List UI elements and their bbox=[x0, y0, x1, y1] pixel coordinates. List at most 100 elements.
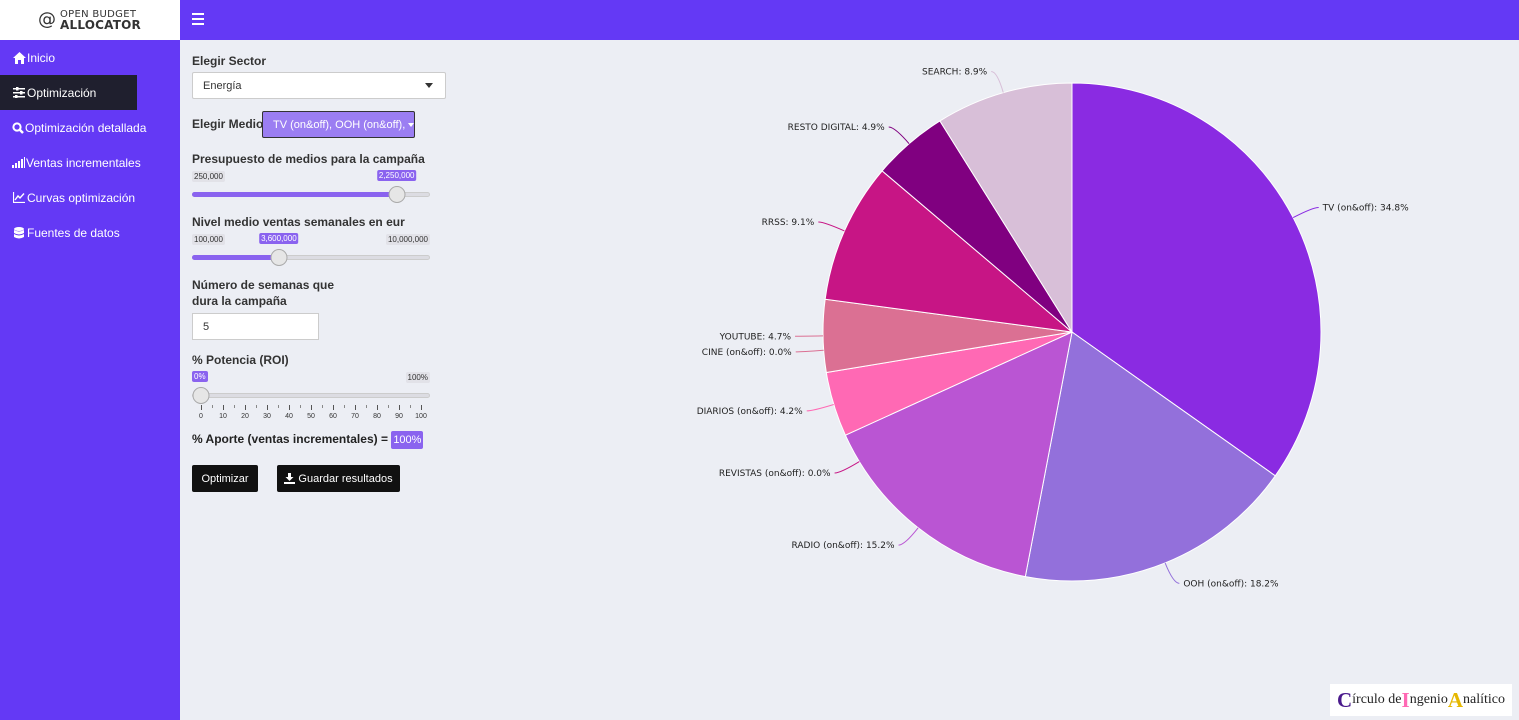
line-chart-icon bbox=[12, 191, 26, 205]
slider-tick bbox=[201, 405, 202, 410]
sidebar-item-label: Curvas optimización bbox=[27, 190, 136, 205]
slider-tick-label: 20 bbox=[241, 413, 249, 420]
potencia-slider[interactable]: 0% 100% 0 10 20 30 40 50 60 70 80 90 100 bbox=[192, 371, 430, 420]
sidebar-item-ventas-incrementales[interactable]: Ventas incrementales bbox=[0, 145, 141, 180]
aporte-row: % Aporte (ventas incrementales) = 100% bbox=[192, 431, 424, 449]
slider-tick bbox=[377, 405, 378, 410]
logo-line2: ALLOCATOR bbox=[60, 18, 141, 32]
slider-tick bbox=[333, 405, 334, 410]
home-icon bbox=[12, 51, 26, 65]
slider-value-label: 3,600,000 bbox=[259, 233, 299, 244]
sector-select[interactable]: Energía bbox=[192, 72, 446, 99]
pie-label-connector bbox=[834, 461, 860, 474]
slider-tick bbox=[289, 405, 290, 410]
save-label: Guardar resultados bbox=[298, 472, 393, 485]
slider-tick bbox=[355, 405, 356, 410]
logo-text: OPEN BUDGET ALLOCATOR bbox=[60, 9, 141, 32]
pie-label-connector bbox=[806, 403, 834, 412]
pie-slice-tv-on-off[interactable] bbox=[1071, 82, 1322, 477]
pie-slice-label: DIARIOS (on&off): 4.2% bbox=[697, 407, 803, 417]
slider-tick-label: 10 bbox=[219, 413, 227, 420]
budget-slider[interactable]: 250,000 2,250,000 bbox=[192, 170, 430, 211]
allocation-pie-chart: TV (on&off): 34.8% OOH (on&off): 18.2% RAD… bbox=[697, 68, 1409, 590]
chevron-down-icon bbox=[408, 123, 414, 128]
pie-slice-radio-on-off[interactable] bbox=[844, 331, 1073, 578]
download-icon bbox=[284, 473, 296, 484]
ventas-label: Nivel medio ventas semanales en eur bbox=[192, 215, 405, 229]
optimize-label: Optimizar bbox=[201, 472, 249, 485]
pie-slice-label: RESTO DIGITAL: 4.9% bbox=[788, 123, 885, 133]
sidebar-item-inicio[interactable]: Inicio bbox=[0, 40, 137, 75]
pie-slice-label: CINE (on&off): 0.0% bbox=[702, 348, 792, 358]
pie-slice-label: REVISTAS (on&off): 0.0% bbox=[719, 469, 831, 479]
slider-max-label: 100% bbox=[405, 372, 430, 383]
pie-label-connector bbox=[795, 349, 824, 353]
slider-min-label: 100,000 bbox=[192, 234, 225, 245]
pie-slice-label: YOUTUBE: 4.7% bbox=[719, 332, 792, 342]
potencia-label: % Potencia (ROI) bbox=[192, 353, 289, 367]
sidebar-item-label: Ventas incrementales bbox=[26, 155, 141, 170]
slider-tick bbox=[311, 405, 312, 410]
budget-label: Presupuesto de medios para la campaña bbox=[192, 152, 425, 166]
chevron-down-icon bbox=[425, 83, 433, 88]
slider-tick-label: 70 bbox=[351, 413, 359, 420]
slider-handle[interactable] bbox=[192, 387, 210, 404]
slider-handle[interactable] bbox=[270, 249, 288, 266]
slider-tick-label: 80 bbox=[373, 413, 381, 420]
semanas-input[interactable]: 5 bbox=[192, 313, 319, 340]
sidebar-item-curvas-optimizacion[interactable]: Curvas optimización bbox=[0, 180, 137, 215]
ventas-slider[interactable]: 100,000 10,000,000 3,600,000 bbox=[192, 233, 430, 274]
optimize-button[interactable]: Optimizar bbox=[192, 465, 258, 492]
slider-tick-label: 30 bbox=[263, 413, 271, 420]
aporte-label: % Aporte (ventas incrementales) = bbox=[192, 432, 388, 446]
medios-value: TV (on&off), OOH (on&off), bbox=[273, 119, 406, 131]
medios-multiselect[interactable]: TV (on&off), OOH (on&off), bbox=[262, 111, 415, 138]
sliders-icon bbox=[12, 86, 26, 100]
sidebar-item-label: Inicio bbox=[27, 50, 56, 65]
slider-tick bbox=[344, 405, 345, 408]
pie-label-connector bbox=[898, 527, 919, 546]
sidebar-item-label: Fuentes de datos bbox=[27, 225, 120, 240]
sidebar-item-optimizacion-detallada[interactable]: Optimización detallada bbox=[0, 110, 146, 145]
pie-label-connector bbox=[888, 126, 910, 145]
semanas-label-line1: Número de semanas que bbox=[192, 278, 335, 292]
slider-tick-label: 0 bbox=[199, 413, 203, 420]
slider-fill bbox=[192, 255, 279, 260]
app-logo[interactable]: @ OPEN BUDGET ALLOCATOR bbox=[0, 0, 180, 40]
slider-tick bbox=[388, 405, 389, 408]
slider-tick bbox=[234, 405, 235, 408]
credit-text-2: ngenio bbox=[1409, 692, 1448, 707]
slider-tick-label: 90 bbox=[395, 413, 403, 420]
logo-line1: OPEN BUDGET bbox=[60, 9, 137, 20]
pie-label-connector bbox=[991, 71, 1004, 93]
pie-label-connector bbox=[1292, 206, 1319, 219]
slider-tick-label: 100 bbox=[415, 413, 427, 420]
slider-tick-label: 60 bbox=[329, 413, 337, 420]
slider-value-label: 2,250,000 bbox=[376, 170, 417, 181]
sidebar-item-label: Optimización detallada bbox=[25, 120, 147, 135]
aporte-value-badge: 100% bbox=[391, 431, 424, 449]
save-results-button[interactable]: Guardar resultados bbox=[277, 465, 400, 492]
pie-slice-search[interactable] bbox=[939, 82, 1073, 334]
slider-max-label: 10,000,000 bbox=[385, 234, 430, 245]
credit-cap-c: C bbox=[1336, 687, 1353, 712]
slider-tick bbox=[256, 405, 257, 408]
sidebar-item-optimizacion[interactable]: Optimización bbox=[0, 75, 137, 110]
medios-label: Elegir Medios: bbox=[192, 117, 275, 131]
database-icon bbox=[12, 226, 26, 240]
sidebar-item-fuentes-de-datos[interactable]: Fuentes de datos bbox=[0, 215, 137, 250]
slider-handle[interactable] bbox=[388, 186, 406, 203]
pie-slice-label: RADIO (on&off): 15.2% bbox=[792, 541, 895, 551]
logo-at-icon: @ bbox=[38, 9, 56, 30]
hamburger-menu-icon[interactable] bbox=[192, 13, 204, 25]
pie-slice-rrss[interactable] bbox=[824, 170, 1074, 333]
slider-tick bbox=[399, 405, 400, 410]
slider-ticks: 0 10 20 30 40 50 60 70 80 90 100 bbox=[192, 405, 430, 421]
slider-tick bbox=[278, 405, 279, 408]
search-icon bbox=[12, 121, 24, 135]
slider-fill bbox=[192, 192, 397, 197]
pie-slice-label: OOH (on&off): 18.2% bbox=[1183, 579, 1279, 589]
slider-tick bbox=[245, 405, 246, 410]
credit-text-3: nalítico bbox=[1463, 692, 1505, 707]
slider-track[interactable] bbox=[192, 393, 430, 398]
